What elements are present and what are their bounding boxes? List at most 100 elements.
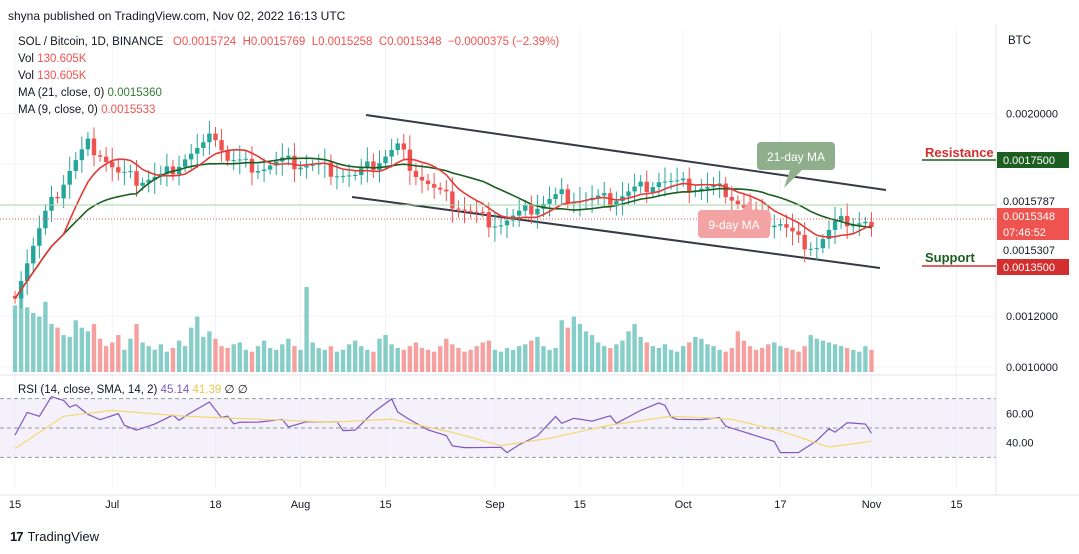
volume-bar: [693, 336, 698, 372]
candle-body: [553, 194, 558, 200]
candle: [116, 159, 121, 181]
legend-vol-1[interactable]: Vol 130.605K: [18, 53, 86, 65]
footer-brand[interactable]: 17 TradingView: [10, 529, 99, 544]
legend-ma9[interactable]: MA (9, close, 0) 0.0015533: [18, 104, 155, 116]
legend-rsi[interactable]: RSI (14, close, SMA, 14, 2) 45.14 41.39 …: [18, 382, 248, 396]
candle-body: [146, 179, 151, 183]
volume-bar: [207, 331, 212, 372]
candle-body: [31, 245, 36, 264]
volume-bar: [255, 346, 261, 372]
volume-bar: [322, 349, 328, 372]
volume-bar: [486, 340, 492, 372]
candle-body: [103, 156, 109, 162]
legend-vol-2[interactable]: Vol 130.605K: [18, 70, 86, 82]
candle: [73, 152, 78, 180]
candle: [395, 138, 400, 156]
volume-bar: [680, 346, 686, 372]
candle: [699, 179, 704, 201]
legend-ma21[interactable]: MA (21, close, 0) 0.0015360: [18, 87, 162, 99]
volume-bar: [674, 351, 680, 372]
candle-body: [492, 226, 498, 228]
volume-bar: [729, 347, 734, 372]
candle-body: [110, 161, 115, 168]
candle: [565, 184, 570, 209]
volume-bar: [140, 342, 145, 372]
candle: [674, 167, 680, 194]
x-tick-label: 15: [379, 499, 391, 511]
resistance-price-tag-bg: [997, 152, 1069, 168]
brand-name: TradingView: [27, 529, 100, 544]
candle: [826, 220, 832, 249]
candle: [632, 173, 637, 205]
candle-body: [711, 185, 716, 187]
candle: [122, 159, 127, 186]
y-tick-label: 0.0012000: [1006, 311, 1058, 323]
candle-body: [122, 171, 127, 173]
candle-body: [705, 186, 710, 189]
countdown-tag: 07:46:52: [997, 224, 1069, 240]
volume-bar: [535, 336, 540, 372]
volume-bar: [55, 327, 60, 372]
candle: [170, 159, 176, 181]
volume-bar: [687, 342, 692, 372]
candle-body: [468, 210, 473, 212]
volume-bar: [796, 351, 801, 372]
symbol-label[interactable]: SOL / Bitcoin, 1D, BINANCE: [18, 36, 164, 48]
candle: [243, 150, 249, 168]
candle-body: [310, 164, 315, 166]
candle-body: [535, 208, 540, 215]
candle-body: [516, 210, 522, 216]
candle: [188, 144, 194, 170]
candle-body: [128, 171, 133, 173]
candle-body: [383, 156, 388, 164]
candle-body: [219, 140, 224, 151]
candle-body: [389, 149, 394, 157]
candle: [662, 167, 668, 197]
volume-bar: [413, 342, 419, 372]
candle-body: [808, 248, 813, 250]
change-value: −0.0000375 (−2.39%): [447, 36, 560, 48]
volume-bar: [67, 336, 72, 372]
volume-bar: [644, 342, 649, 372]
volume-bar: [529, 340, 534, 372]
volume-bar: [286, 338, 291, 372]
volume-bar: [407, 346, 413, 372]
volume-bar: [480, 342, 485, 372]
volume-bar: [49, 323, 54, 372]
candle: [310, 159, 315, 171]
candle-body: [267, 165, 273, 170]
trend-lines: [351, 114, 887, 269]
volume-bar: [766, 344, 771, 372]
volume-bar: [808, 335, 813, 372]
candle: [492, 212, 498, 242]
volume-bar: [553, 347, 558, 372]
candle-body: [450, 191, 455, 209]
candle: [298, 160, 303, 176]
candle-body: [832, 220, 838, 230]
candle: [729, 185, 734, 212]
volume-bar: [334, 351, 340, 372]
candle-body: [559, 189, 564, 195]
candle: [431, 172, 437, 199]
candle-body: [772, 225, 777, 228]
candle-body: [55, 196, 60, 199]
candle-body: [480, 211, 485, 213]
candle: [504, 207, 510, 239]
candle-body: [401, 143, 406, 150]
candle: [31, 237, 36, 272]
candle: [523, 199, 528, 216]
volume-bar: [310, 342, 315, 372]
volume-bar: [292, 346, 297, 372]
volume-bar: [474, 346, 479, 372]
candle: [559, 178, 564, 206]
candle-body: [24, 263, 30, 281]
volume-bar: [352, 340, 358, 372]
moving-averages: [14, 149, 872, 299]
volume-bar: [820, 340, 826, 372]
candle-body: [201, 142, 206, 148]
volume-bar: [146, 346, 151, 372]
candle-body: [844, 215, 850, 227]
candle: [808, 242, 813, 257]
candle: [55, 191, 60, 204]
